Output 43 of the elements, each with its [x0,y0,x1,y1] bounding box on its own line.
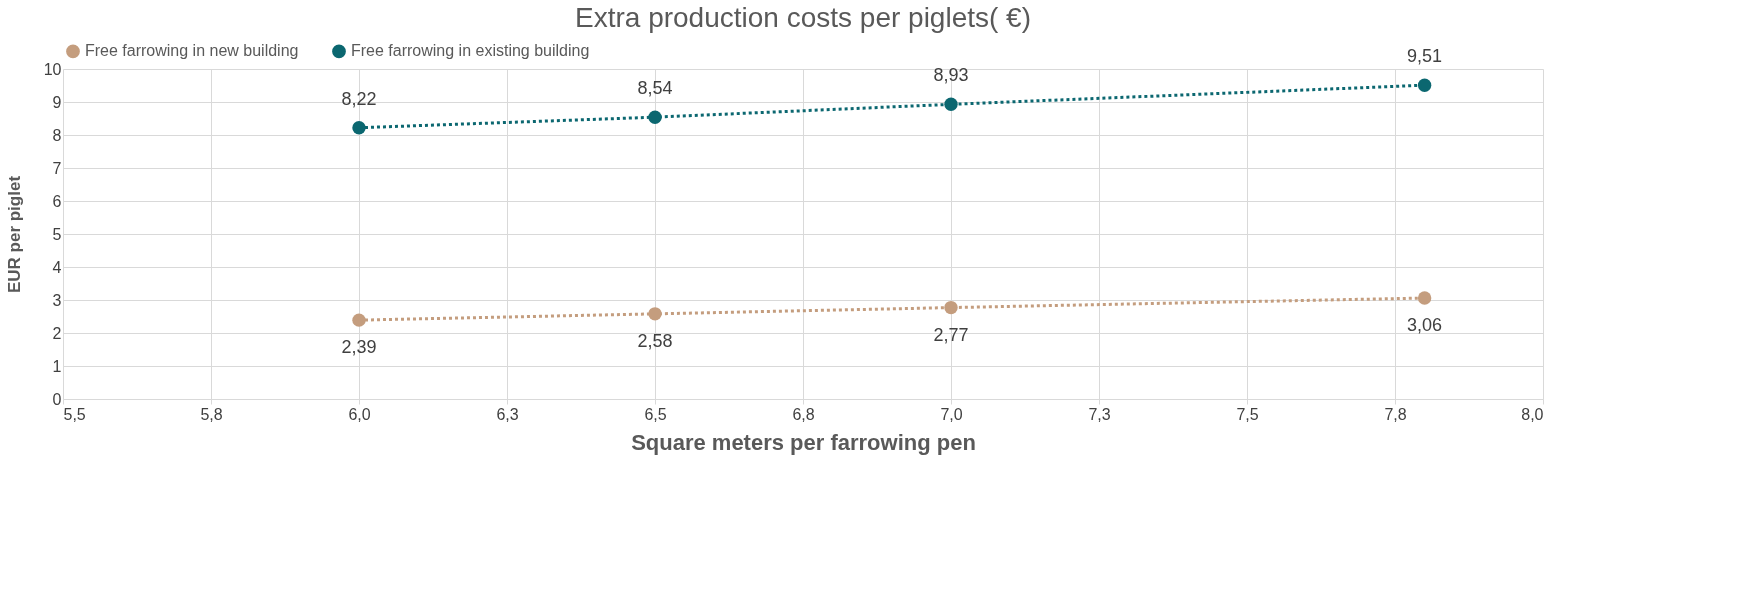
y-tick-label: 3 [52,291,62,309]
y-tick-label: 5 [52,225,62,243]
point [352,121,366,135]
legend-label: Free farrowing in new building [85,42,299,60]
x-tick-label: 6,0 [348,405,371,423]
y-tick-label: 0 [52,390,62,408]
y-tick-label: 6 [52,192,62,210]
data-label: 2,58 [637,330,673,351]
data-label: 9,51 [1407,46,1443,67]
data-label: 8,93 [933,65,969,86]
chart-title: Extra production costs per piglets( €) [575,2,1031,33]
data-label: 2,39 [341,337,377,358]
y-tick-label: 7 [52,159,62,177]
point [648,110,662,124]
point [1417,291,1432,305]
point [944,300,958,315]
y-tick-label: 8 [52,126,62,144]
x-tick-label: 7,5 [1236,405,1259,423]
y-tick-label: 1 [52,357,62,375]
data-label: 3,06 [1407,315,1443,336]
y-axis-title: EUR per piglet [4,175,24,294]
x-tick-label: 7,3 [1088,405,1111,423]
x-tick-label: 5,5 [63,405,86,423]
point [1417,78,1432,92]
data-label: 2,77 [933,324,969,345]
x-tick-label: 7,8 [1384,405,1407,423]
point [648,307,662,321]
x-tick-label: 6,5 [644,405,667,423]
data-label: 8,22 [341,88,377,109]
point [944,97,958,111]
y-tick-label: 9 [52,93,62,111]
x-tick-label: 8,0 [1521,405,1544,423]
x-tick-label: 6,3 [496,405,519,423]
x-tick-label: 5,8 [200,405,223,423]
x-tick-label: 7,0 [940,405,963,423]
y-tick-label: 10 [43,60,62,78]
legend-label: Free farrowing in existing building [351,42,590,60]
y-tick-label: 4 [52,258,62,276]
data-label: 8,54 [637,78,673,99]
x-tick-label: 6,8 [792,405,815,423]
x-axis-title: Square meters per farrowing pen [631,429,976,455]
point [352,313,366,327]
y-tick-label: 2 [52,324,62,342]
